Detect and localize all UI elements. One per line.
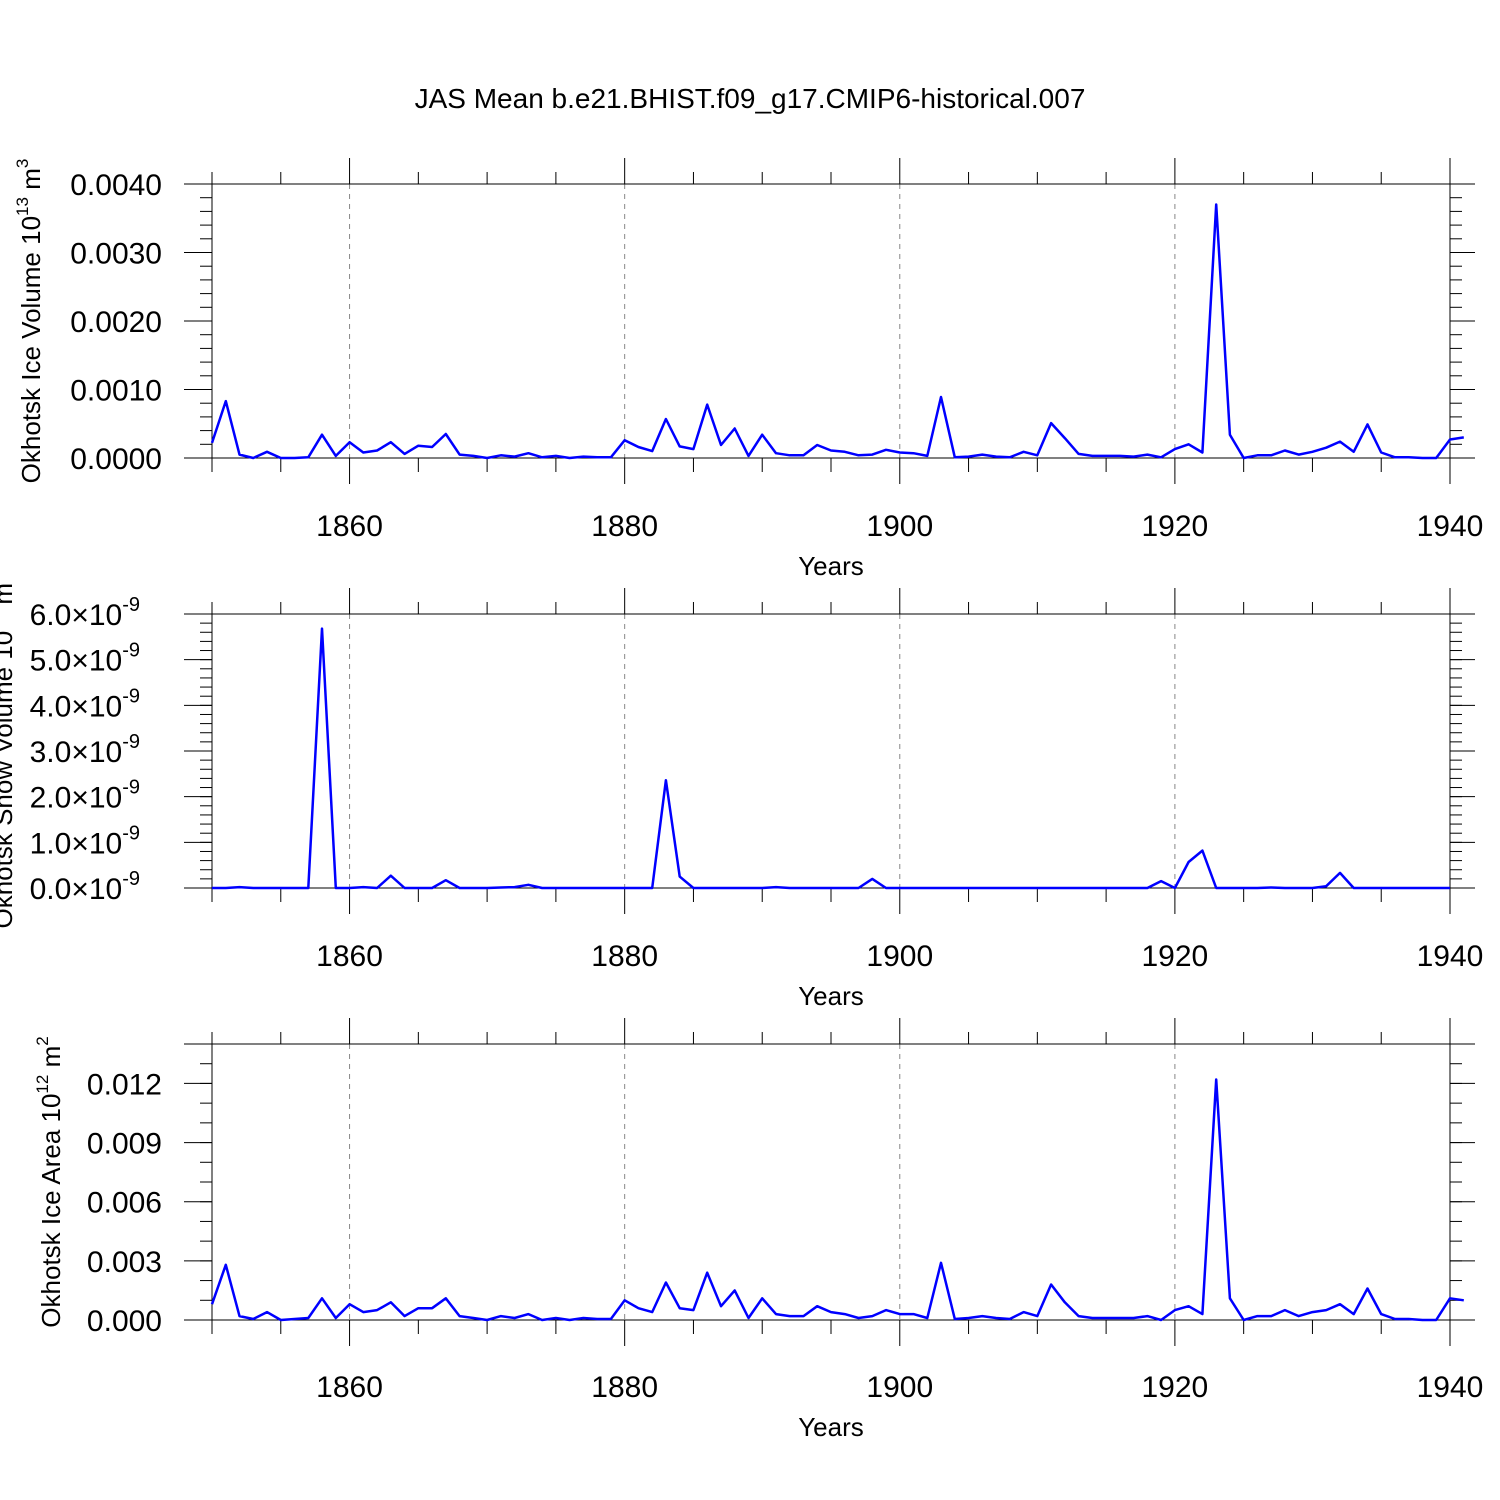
series-line (212, 627, 1450, 890)
y-tick-label: 0.0000 (70, 443, 162, 476)
x-tick-label: 1880 (591, 940, 658, 973)
series-line (210, 1078, 1464, 1322)
y-tick-label: 1.0×10-9 (30, 822, 140, 860)
y-axis-title: Okhotsk Snow Volume 1013 m3 (0, 574, 18, 929)
x-tick-label: 1880 (591, 1371, 658, 1404)
x-tick-label: 1860 (316, 1371, 383, 1404)
panel-ice-volume: 1860 1880 1900 1920 1940 0.0000 0.0010 0.0020 0.… (13, 158, 1483, 581)
y-tick-label: 5.0×10-9 (30, 640, 140, 678)
y-tick-label: 0.009 (87, 1128, 162, 1161)
y-axis-title: Okhotsk Ice Area 1012 m2 (33, 1036, 66, 1327)
x-axis-title: Years (798, 981, 864, 1011)
x-tick-label: 1940 (1417, 940, 1484, 973)
x-tick-label: 1940 (1417, 1371, 1484, 1404)
panel-snow-volume: 1860 1880 1900 1920 1940 0.0×10-9 1.0×10-9 2.0×… (0, 574, 1483, 1012)
y-tick-label: 0.0×10-9 (30, 868, 140, 906)
y-tick-label: 0.000 (87, 1305, 162, 1338)
y-tick-label: 0.0020 (70, 306, 162, 339)
x-tick-label: 1900 (866, 510, 933, 543)
x-axis-title: Years (798, 1412, 864, 1442)
x-tick-label: 1880 (591, 510, 658, 543)
y-tick-label: 4.0×10-9 (30, 685, 140, 723)
y-tick-label: 3.0×10-9 (30, 731, 140, 769)
x-tick-label: 1920 (1142, 940, 1209, 973)
x-axis-title: Years (798, 551, 864, 581)
x-tick-label: 1920 (1142, 510, 1209, 543)
panel-ice-area: 1860 1880 1900 1920 1940 0.000 0.003 0.006 0.009… (33, 1018, 1483, 1442)
x-tick-label: 1860 (316, 510, 383, 543)
series-line (210, 203, 1464, 460)
x-tick-label: 1940 (1417, 510, 1484, 543)
y-tick-label: 0.0030 (70, 238, 162, 271)
y-tick-label: 0.006 (87, 1187, 162, 1220)
x-tick-label: 1900 (866, 940, 933, 973)
y-tick-label: 0.0010 (70, 375, 162, 408)
y-axis-title: Okhotsk Ice Volume 1013 m3 (13, 159, 46, 484)
y-tick-label: 0.003 (87, 1246, 162, 1279)
x-tick-label: 1920 (1142, 1371, 1209, 1404)
y-tick-label: 0.0040 (70, 169, 162, 202)
y-tick-label: 6.0×10-9 (30, 594, 140, 632)
x-tick-label: 1860 (316, 940, 383, 973)
chart-title: JAS Mean b.e21.BHIST.f09_g17.CMIP6-histo… (415, 83, 1086, 114)
y-tick-label: 2.0×10-9 (30, 777, 140, 815)
y-tick-label: 0.012 (87, 1068, 162, 1101)
x-tick-label: 1900 (866, 1371, 933, 1404)
